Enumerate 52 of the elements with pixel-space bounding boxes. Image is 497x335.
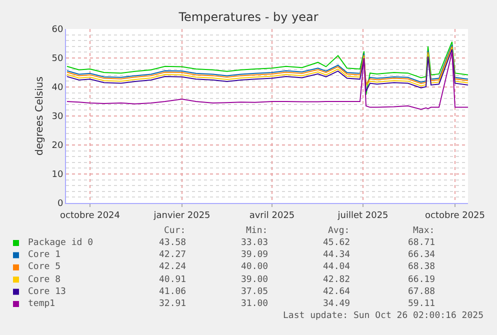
text: 33.03 (241, 238, 268, 248)
line-series (66, 48, 468, 92)
text: 41.06 (159, 287, 186, 297)
text: Last update: Sun Oct 26 02:00:16 2025 (283, 311, 484, 321)
y-axis-title: degrees Celsius (34, 76, 46, 156)
x-tick-label: janvier 2025 (152, 210, 210, 221)
y-tick-label: 20 (52, 141, 64, 152)
text: 37.05 (241, 287, 268, 297)
y-tick-label: 10 (52, 170, 64, 180)
text: 42.82 (323, 275, 350, 285)
text: 67.88 (408, 287, 436, 297)
line-series (66, 41, 468, 96)
legend-label: Core 5 (28, 262, 61, 272)
y-tick-label: 40 (52, 83, 64, 94)
text: Min: (246, 226, 268, 236)
text: 40.91 (159, 275, 186, 285)
legend-label: Package id 0 (28, 238, 94, 248)
text: 44.34 (323, 250, 350, 260)
y-tick-label: 0 (57, 199, 64, 210)
text: 40.00 (241, 262, 268, 272)
text: 44.04 (323, 262, 350, 272)
text: 31.00 (241, 299, 268, 309)
text: 43.58 (159, 238, 186, 248)
legend-label: Core 13 (28, 287, 66, 297)
text: Avg: (328, 226, 350, 236)
x-tick-label: octobre 2025 (424, 210, 486, 221)
text: 68.71 (408, 238, 436, 248)
legend-label: Core 1 (28, 250, 61, 260)
text: 45.62 (323, 238, 350, 248)
x-tick-label: avril 2025 (249, 210, 295, 221)
text: 34.49 (323, 299, 350, 309)
line-series (66, 52, 468, 110)
text: Max: (413, 226, 435, 236)
text: 68.38 (408, 262, 436, 272)
x-tick-label: juillet 2025 (336, 210, 388, 221)
legend-label: Core 8 (28, 275, 61, 285)
text: 66.19 (408, 275, 436, 285)
text: 66.34 (408, 250, 436, 260)
text: 59.11 (408, 299, 436, 309)
legend-label: temp1 (28, 299, 56, 309)
text: 42.24 (159, 262, 186, 272)
text: 39.00 (241, 275, 268, 285)
x-tick-label: octobre 2024 (60, 210, 120, 221)
chart-title: Temperatures - by year (178, 10, 318, 24)
text: Cur: (164, 226, 186, 236)
text: 42.27 (159, 250, 186, 260)
y-tick-label: 50 (52, 54, 64, 64)
text: 42.64 (323, 287, 350, 297)
y-tick-label: 30 (52, 112, 64, 122)
text: 39.09 (241, 250, 268, 260)
y-tick-label: 60 (52, 25, 64, 36)
text: 32.91 (159, 299, 186, 309)
